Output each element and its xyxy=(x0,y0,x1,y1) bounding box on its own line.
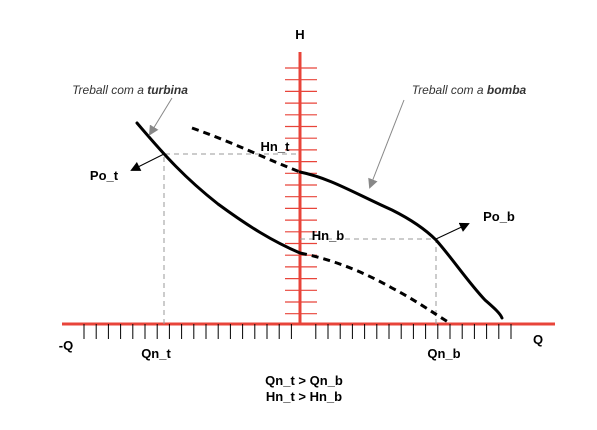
pump-curve-dashed xyxy=(191,126,301,174)
pointers xyxy=(130,97,470,240)
turbina-annotation-prefix: Treball com a xyxy=(72,83,147,97)
curves xyxy=(135,121,504,324)
bomba-pointer-arrow xyxy=(368,99,405,189)
po-t-arrow xyxy=(130,153,165,171)
pump-curve-solid xyxy=(298,170,504,320)
po-b-label: Po_b xyxy=(483,209,515,224)
axes xyxy=(62,52,555,339)
horizontal-negative-axis-label: -Q xyxy=(59,338,73,353)
turbine-curve-dashed xyxy=(299,251,449,324)
bomba-annotation: Treball com a bomba xyxy=(412,83,527,97)
turbine-guide-line xyxy=(163,153,300,324)
turbine-curve-solid xyxy=(135,121,302,255)
vertical-axis-label: H xyxy=(295,27,304,42)
po-b-arrow xyxy=(435,222,470,240)
horizontal-axis-label: Q xyxy=(533,332,543,347)
bomba-annotation-bold: bomba xyxy=(487,83,527,97)
po-t-label: Po_t xyxy=(90,168,119,183)
bomba-annotation-prefix: Treball com a xyxy=(412,83,487,97)
qn-t-label: Qn_t xyxy=(141,346,171,361)
hn-b-label: Hn_b xyxy=(312,228,345,243)
relation-h: Hn_t > Hn_b xyxy=(266,389,342,404)
vertical-axis-ticks xyxy=(285,67,317,315)
pump-guide-line xyxy=(300,238,437,324)
turbina-pointer-arrow xyxy=(148,97,173,136)
horizontal-axis-ticks xyxy=(83,324,512,339)
hn-t-label: Hn_t xyxy=(261,139,291,154)
qn-b-label: Qn_b xyxy=(427,346,460,361)
turbina-annotation: Treball com a turbina xyxy=(72,83,188,97)
relation-q: Qn_t > Qn_b xyxy=(265,373,343,388)
turbina-annotation-bold: turbina xyxy=(147,83,188,97)
